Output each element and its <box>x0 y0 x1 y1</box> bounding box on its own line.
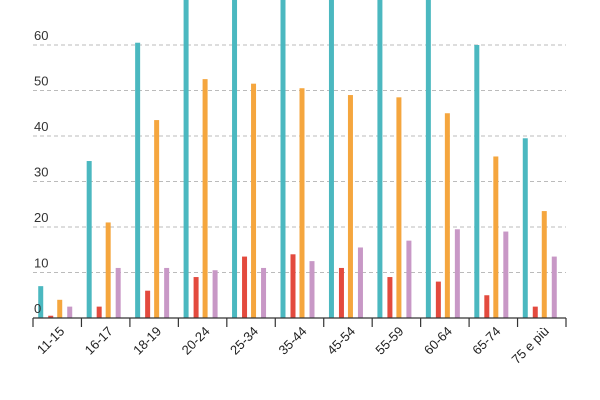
bar <box>484 295 490 318</box>
x-tick-label: 45-54 <box>324 324 358 358</box>
bar <box>115 267 121 318</box>
y-tick-label: 20 <box>34 210 48 225</box>
bar <box>251 83 257 318</box>
y-tick-label: 60 <box>34 28 48 43</box>
bar <box>503 231 509 318</box>
bar <box>493 156 499 318</box>
x-tick-label: 25-34 <box>227 324 261 358</box>
bar <box>212 270 218 318</box>
bar <box>67 306 73 318</box>
bar <box>444 113 450 318</box>
bar <box>232 0 238 318</box>
bar <box>202 79 208 318</box>
bar <box>96 306 102 318</box>
bar <box>145 290 151 318</box>
bar <box>328 0 334 318</box>
y-tick-label: 0 <box>34 301 41 316</box>
y-tick-label: 50 <box>34 74 48 89</box>
bar <box>357 247 363 318</box>
bar <box>309 261 315 318</box>
x-tick-label: 55-59 <box>372 324 406 358</box>
bar <box>541 211 547 318</box>
y-tick-label: 30 <box>34 165 48 180</box>
bar <box>338 267 344 318</box>
bar <box>57 299 63 318</box>
bar <box>474 45 480 318</box>
bar <box>86 161 92 318</box>
x-tick-label: 20-24 <box>179 324 213 358</box>
bar <box>193 277 199 318</box>
bar <box>164 267 170 318</box>
bar <box>396 97 402 318</box>
x-axis <box>32 317 567 327</box>
bar <box>406 240 412 318</box>
bar <box>435 281 441 318</box>
bar <box>38 286 44 318</box>
x-tick-label: 18-19 <box>130 324 164 358</box>
bar <box>48 315 54 318</box>
bar <box>532 306 538 318</box>
x-tick-label: 75 e più <box>509 324 552 367</box>
bar <box>299 88 305 318</box>
bar <box>105 222 111 318</box>
bar <box>425 0 431 318</box>
bar <box>261 267 267 318</box>
x-tick-label: 16-17 <box>82 324 116 358</box>
y-tick-label: 40 <box>34 119 48 134</box>
x-tick-label: 11-15 <box>34 324 67 357</box>
bar <box>154 120 160 318</box>
x-tick-label: 60-64 <box>421 324 455 358</box>
bar <box>377 0 383 318</box>
x-tick-label: 65-74 <box>469 324 503 358</box>
bar <box>135 42 141 318</box>
bar <box>551 256 557 318</box>
bars <box>38 0 557 318</box>
bar <box>183 0 189 318</box>
bar <box>290 254 296 318</box>
y-tick-label: 10 <box>34 256 48 271</box>
bar <box>522 138 528 318</box>
bar <box>454 229 460 318</box>
bar <box>242 256 248 318</box>
bar <box>387 277 393 318</box>
bar <box>347 95 353 318</box>
x-tick-label: 35-44 <box>276 324 310 358</box>
bar <box>280 0 286 318</box>
